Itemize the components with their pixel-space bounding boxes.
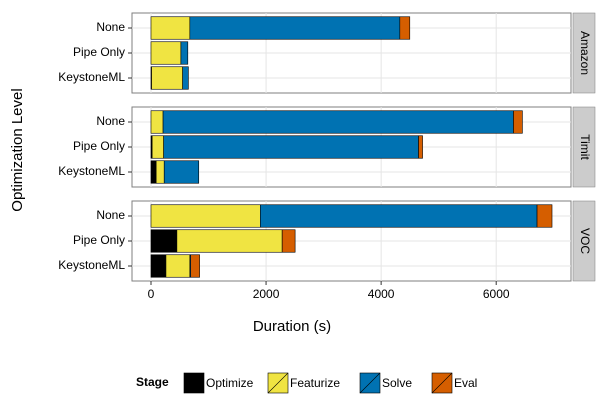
legend-label: Eval — [454, 376, 477, 390]
bar-segment — [150, 41, 182, 65]
legend-key-slash — [359, 372, 381, 394]
bar-segment — [162, 110, 514, 134]
legend-label: Optimize — [206, 376, 254, 390]
y-tick-label: Pipe Only — [73, 139, 125, 153]
bar-segment — [163, 135, 419, 159]
bar-segment — [418, 135, 423, 159]
bar-segment — [150, 160, 157, 184]
bar-segment — [163, 160, 200, 184]
bar-segment — [151, 66, 183, 90]
y-axis-title: Optimization Level — [9, 88, 26, 211]
strip-label: VOC — [578, 228, 592, 254]
x-tick-label: 4000 — [368, 287, 395, 301]
bar-segment — [190, 254, 200, 278]
bar-segment — [150, 229, 178, 253]
y-tick-label: None — [96, 114, 125, 128]
x-axis-title: Duration (s) — [253, 318, 331, 335]
bar-segment — [513, 110, 523, 134]
bar-segment — [536, 204, 553, 228]
bar-segment — [399, 16, 411, 40]
bar-segment — [150, 254, 167, 278]
y-tick-label: KeystoneML — [58, 164, 125, 178]
bar-segment — [189, 16, 401, 40]
strip-label: Timit — [578, 134, 592, 160]
legend-key-slash — [431, 372, 453, 394]
bar-segment — [155, 160, 165, 184]
bar-segment — [260, 204, 538, 228]
strip — [572, 106, 596, 188]
x-tick-label: 0 — [148, 287, 155, 301]
bar-segment — [176, 229, 283, 253]
y-tick-label: None — [96, 20, 125, 34]
legend-title: Stage — [136, 375, 169, 389]
strip — [572, 12, 596, 94]
bar-segment — [180, 41, 189, 65]
y-tick-label: None — [96, 208, 125, 222]
legend-key-slash — [267, 372, 289, 394]
bar-segment — [150, 204, 261, 228]
y-tick-label: Pipe Only — [73, 45, 125, 59]
bar-segment — [150, 110, 164, 134]
bar-segment — [150, 16, 191, 40]
legend-label: Featurize — [290, 376, 340, 390]
x-tick-label: 2000 — [253, 287, 280, 301]
y-tick-label: KeystoneML — [58, 258, 125, 272]
strip — [572, 200, 596, 282]
legend-key-slash — [183, 372, 205, 394]
bar-segment — [151, 135, 164, 159]
legend-label: Solve — [382, 376, 412, 390]
bar-segment — [165, 254, 191, 278]
bar-segment — [281, 229, 296, 253]
x-tick-label: 6000 — [483, 287, 510, 301]
y-tick-label: Pipe Only — [73, 233, 125, 247]
strip-label: Amazon — [578, 31, 592, 75]
bar-segment — [182, 66, 189, 90]
y-tick-label: KeystoneML — [58, 70, 125, 84]
